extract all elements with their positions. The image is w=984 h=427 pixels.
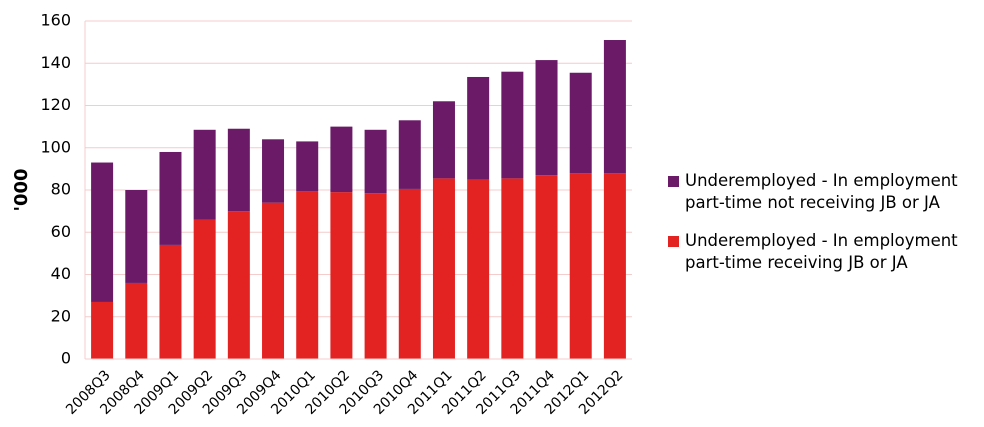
bar-segment xyxy=(535,175,558,359)
bar-segment xyxy=(159,244,182,359)
bar-segment xyxy=(193,129,216,220)
y-tick-label: 160 xyxy=(40,11,71,30)
bar-segment xyxy=(364,129,387,194)
legend-swatch xyxy=(668,236,679,247)
bar-segment xyxy=(501,71,524,179)
bar-segment xyxy=(227,128,250,212)
legend-label: Underemployed - In employment part-time … xyxy=(685,171,958,212)
bar-segment xyxy=(91,162,114,302)
bar-segment xyxy=(125,282,148,359)
bar-segment xyxy=(330,192,353,359)
y-axis-label: '000 xyxy=(11,168,32,211)
bar-segment xyxy=(398,120,421,189)
bar-segment xyxy=(193,219,216,359)
y-tick-label: 140 xyxy=(40,53,71,72)
bar-segment xyxy=(296,191,319,359)
bar-segment xyxy=(91,301,114,359)
bar-segment xyxy=(501,178,524,359)
bar-segment xyxy=(432,101,455,179)
bar-segment xyxy=(262,202,285,359)
bar-segment xyxy=(398,188,421,359)
legend-item: Underemployed - In employment part-time … xyxy=(668,230,978,274)
bar-segment xyxy=(467,76,490,180)
bar-segment xyxy=(432,178,455,359)
legend-item: Underemployed - In employment part-time … xyxy=(668,170,978,214)
bar-segment xyxy=(227,211,250,359)
bar-segment xyxy=(330,126,353,193)
y-tick-label: 20 xyxy=(51,306,71,325)
y-tick-label: 80 xyxy=(51,180,71,199)
legend-swatch xyxy=(668,176,679,187)
y-tick-label: 40 xyxy=(51,264,71,283)
bar-segment xyxy=(364,193,387,359)
bar-segment xyxy=(569,173,592,359)
bar-segment xyxy=(296,141,319,192)
y-tick-label: 0 xyxy=(61,349,71,368)
bar-segment xyxy=(603,173,626,359)
legend-label: Underemployed - In employment part-time … xyxy=(685,231,958,272)
y-tick-label: 60 xyxy=(51,222,71,241)
bar-segment xyxy=(125,190,148,283)
bar-segment xyxy=(603,40,626,174)
bar-segment xyxy=(569,72,592,174)
bar-segment xyxy=(262,139,285,203)
bar-segment xyxy=(159,151,182,245)
bar-segment xyxy=(535,60,558,176)
y-tick-label: 100 xyxy=(40,137,71,156)
y-tick-label: 120 xyxy=(40,95,71,114)
bar-segment xyxy=(467,179,490,359)
